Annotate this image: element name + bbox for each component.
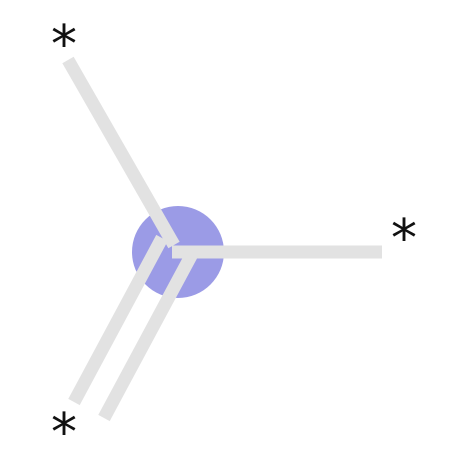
bond-upper-left xyxy=(62,56,180,249)
bond-group xyxy=(62,56,382,422)
bond-lower-left-b xyxy=(98,250,198,422)
attachment-label-upper-left: * xyxy=(51,15,77,75)
attachment-label-right: * xyxy=(391,209,417,269)
attachment-label-lower-left: * xyxy=(51,403,77,463)
attachment-labels: * * * xyxy=(51,15,417,463)
bond-lower-left-a xyxy=(68,234,168,406)
